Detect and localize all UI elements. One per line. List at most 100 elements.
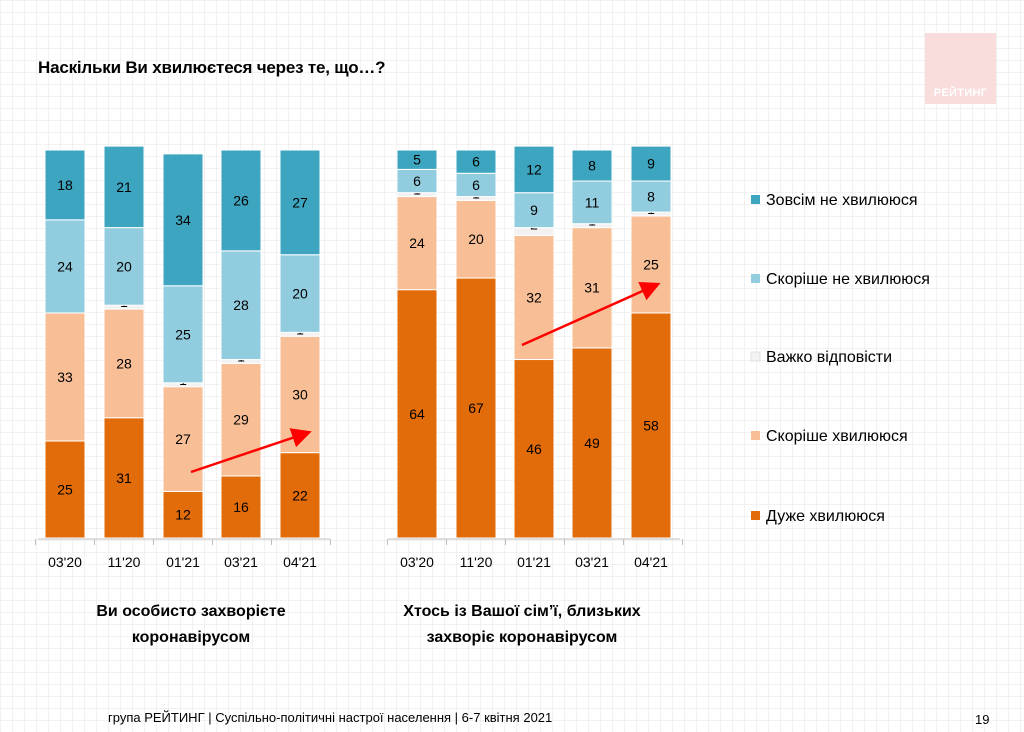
chart-title: Хтось із Вашої сім’ї, близьких	[403, 603, 641, 620]
bar-segment-зовсім-не-хвилююся	[455, 149, 497, 174]
data-label: 49	[584, 435, 600, 451]
data-label: 28	[233, 297, 249, 313]
legend-swatch	[751, 195, 760, 204]
data-label: 20	[292, 286, 308, 302]
bar-segment-дуже-хвилююся	[279, 452, 321, 539]
data-label: 25	[57, 482, 73, 498]
bar-segment-зовсім-не-хвилююся	[44, 149, 86, 221]
logo-text: РЕЙТИНГ	[933, 87, 988, 99]
bar-segment-скоріше-хвилююся	[103, 308, 145, 419]
data-label: 9	[530, 202, 538, 218]
bar-segment-скоріше-не-хвилююся	[571, 180, 613, 225]
bar-segment-зовсім-не-хвилююся	[513, 145, 555, 194]
data-label: 24	[409, 235, 425, 251]
data-label: 30	[292, 386, 308, 402]
data-label: 12	[526, 161, 542, 177]
bar-segment-зовсім-не-хвилююся	[162, 153, 204, 287]
x-tick-label: 03'20	[48, 554, 82, 570]
legend-label: Дуже хвилююся	[766, 508, 885, 525]
legend-label: Зовсім не хвилююся	[766, 192, 918, 209]
data-label: 8	[588, 158, 596, 174]
data-label: 28	[116, 355, 132, 371]
data-label: 12	[175, 507, 191, 523]
bar-segment-скоріше-не-хвилююся	[630, 180, 672, 213]
data-label: 67	[468, 400, 484, 416]
legend-swatch	[750, 351, 761, 362]
data-label: 5	[413, 152, 421, 168]
x-tick-label: 01'21	[166, 554, 200, 570]
bar-segment-скоріше-не-хвилююся	[279, 254, 321, 333]
data-label: 27	[292, 194, 308, 210]
trend-arrow	[190, 428, 312, 474]
chart-title: захворіє коронавірусом	[427, 629, 618, 646]
data-label: 25	[643, 256, 659, 272]
data-label: 29	[233, 412, 249, 428]
footer-source: група РЕЙТИНГ | Суспільно-політичні наст…	[108, 710, 553, 725]
data-label: 26	[233, 192, 249, 208]
data-label: 33	[57, 369, 73, 385]
data-label: 16	[233, 499, 249, 515]
data-label: 25	[175, 326, 191, 342]
data-label: 32	[526, 289, 542, 305]
bar-segment-дуже-хвилююся	[630, 312, 672, 539]
x-tick-label: 01'21	[517, 554, 551, 570]
data-label: 20	[468, 231, 484, 247]
bar-segment-зовсім-не-хвилююся	[571, 149, 613, 182]
data-label: 8	[647, 189, 655, 205]
data-label: 21	[116, 179, 132, 195]
chart-title: Ви особисто захворієте	[96, 603, 285, 620]
data-label: 64	[409, 406, 425, 422]
bar-segment-зовсім-не-хвилююся	[279, 149, 321, 256]
data-label: 9	[647, 156, 655, 172]
data-label: 11	[585, 194, 600, 210]
bar-segment-дуже-хвилююся	[44, 440, 86, 539]
rating-logo: РЕЙТИНГ	[925, 33, 996, 104]
data-label: 58	[643, 417, 659, 433]
bar-segment-скоріше-хвилююся	[571, 227, 613, 349]
x-tick-label: 03'21	[224, 554, 258, 570]
data-label: 20	[116, 258, 132, 274]
legend-label: Скоріше хвилююся	[766, 428, 908, 445]
data-label: 24	[57, 258, 73, 274]
bar-segment-скоріше-не-хвилююся	[220, 250, 262, 361]
bar-segment-дуже-хвилююся	[513, 359, 555, 539]
bar-segment-скоріше-хвилююся	[396, 196, 438, 291]
trend-arrow	[521, 282, 661, 347]
bar-segment-дуже-хвилююся	[162, 490, 204, 539]
bar-segment-зовсім-не-хвилююся	[103, 145, 145, 229]
bar-segment-скоріше-хвилююся	[162, 386, 204, 492]
chart-title: коронавірусом	[132, 629, 250, 646]
bar-segment-дуже-хвилююся	[396, 289, 438, 539]
data-label: 31	[584, 280, 600, 296]
legend-label: Скоріше не хвилююся	[766, 271, 930, 288]
x-tick-label: 04'21	[634, 554, 668, 570]
legend-swatch	[751, 511, 760, 520]
page-title: Наскільки Ви хвилюєтеся через те, що…?	[38, 58, 386, 77]
bar-segment-скоріше-не-хвилююся	[162, 285, 204, 384]
data-label: 6	[472, 177, 480, 193]
data-label: 6	[472, 154, 480, 170]
data-label: 27	[175, 431, 191, 447]
bar-segment-скоріше-хвилююся	[455, 199, 497, 279]
x-tick-label: 11'20	[108, 554, 141, 570]
data-label: 34	[175, 212, 191, 228]
bar-segment-скоріше-не-хвилююся	[103, 227, 145, 306]
data-label: 46	[526, 441, 542, 457]
x-tick-label: 03'20	[400, 554, 434, 570]
x-tick-label: 03'21	[575, 554, 609, 570]
bar-segment-зовсім-не-хвилююся	[396, 149, 438, 170]
bar-segment-зовсім-не-хвилююся	[220, 149, 262, 252]
legend-swatch	[751, 431, 760, 440]
bar-segment-дуже-хвилююся	[220, 475, 262, 539]
legend-swatch	[751, 274, 760, 283]
bar-segment-скоріше-хвилююся	[220, 362, 262, 477]
bar-segment-зовсім-не-хвилююся	[630, 145, 672, 182]
data-label: 6	[413, 173, 421, 189]
legend-label: Важко відповісти	[766, 349, 892, 366]
x-tick-label: 11'20	[460, 554, 493, 570]
data-label: 18	[57, 177, 73, 193]
data-label: 22	[292, 487, 308, 503]
data-label: 31	[116, 470, 132, 486]
page-number: 19	[975, 712, 990, 727]
